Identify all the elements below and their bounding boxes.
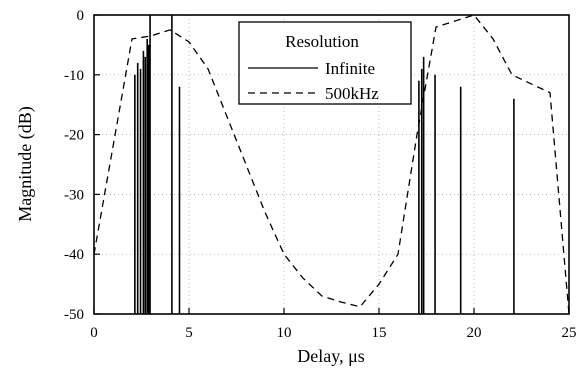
y-tick-label: -40 [64, 247, 84, 263]
y-axis-ticks: 0 -10 -20 -30 -40 -50 [64, 8, 100, 323]
x-tick-label: 15 [372, 325, 387, 341]
x-tick-label: 10 [277, 325, 292, 341]
series-500khz-line [93, 14, 570, 315]
x-tick-label: 25 [562, 325, 577, 341]
y-tick-label: -30 [64, 187, 84, 203]
x-axis-label: Delay, μs [297, 346, 364, 366]
y-axis-label: Magnitude (dB) [15, 106, 36, 221]
x-tick-label: 20 [467, 325, 482, 341]
legend-label-infinite: Infinite [325, 59, 375, 78]
legend-box [238, 21, 412, 105]
y-tick-label: -20 [64, 128, 84, 144]
x-tick-label: 0 [90, 325, 98, 341]
legend: Resolution Infinite 500kHz [238, 21, 412, 105]
plot-area-frame [93, 14, 570, 315]
y-tick-label: 0 [77, 8, 85, 24]
y-tick-label: -50 [64, 307, 84, 323]
x-tick-label: 5 [185, 325, 193, 341]
legend-label-500khz: 500kHz [325, 84, 379, 103]
y-tick-label: -10 [64, 68, 84, 84]
legend-title: Resolution [285, 32, 359, 51]
x-axis-ticks: 0 5 10 15 20 25 [90, 308, 577, 341]
